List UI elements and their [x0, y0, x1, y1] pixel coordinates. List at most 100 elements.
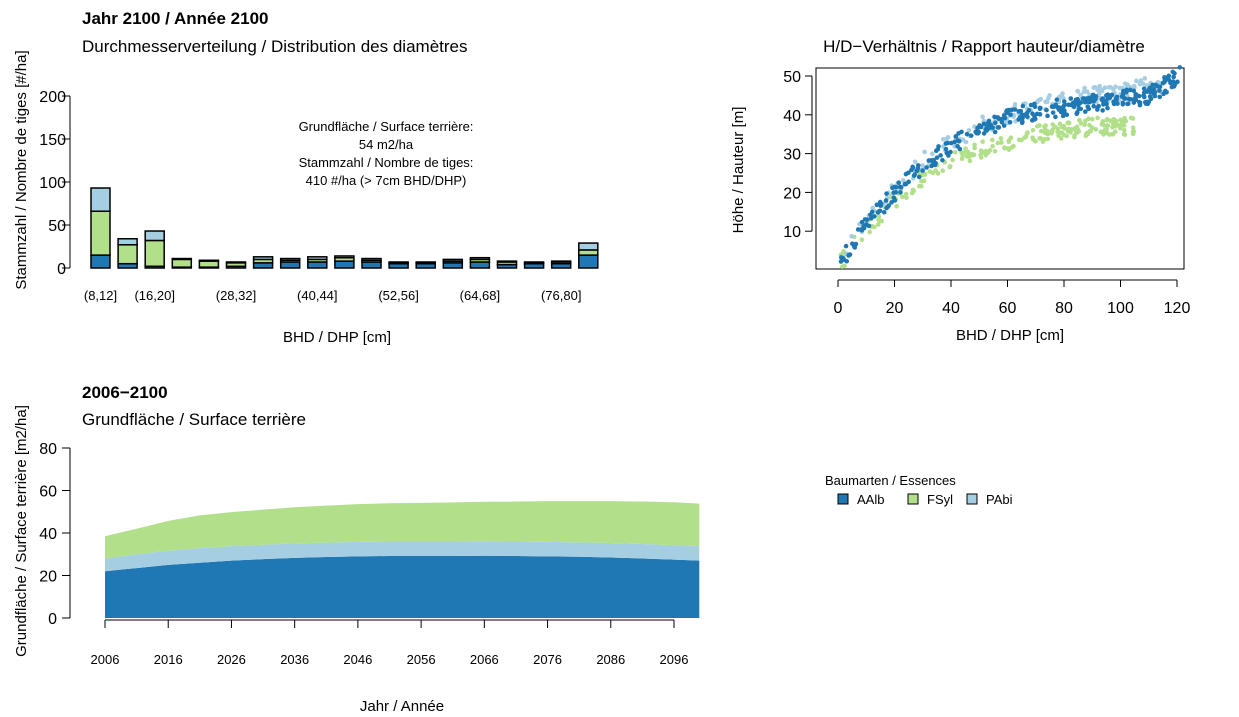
diameter-chart-title: Jahr 2100 / Année 2100 — [82, 9, 269, 28]
point-AAlb — [896, 180, 902, 186]
bar-AAlb-10 — [361, 261, 382, 269]
legend-swatch-FSyl — [907, 493, 919, 505]
hd-x-tick-label: 80 — [1055, 300, 1073, 317]
point-AAlb — [893, 184, 899, 190]
point-FSyl — [978, 155, 984, 160]
point-AAlb — [964, 131, 970, 137]
point-AAlb — [1018, 108, 1024, 114]
point-AAlb — [1150, 82, 1155, 88]
point-FSyl — [1121, 131, 1127, 137]
point-PAbi — [1057, 94, 1063, 99]
point-AAlb — [1056, 107, 1062, 112]
point-AAlb — [1162, 76, 1168, 82]
point-AAlb — [1074, 111, 1080, 117]
bar-PAbi-2 — [144, 230, 165, 242]
point-AAlb — [912, 172, 917, 177]
point-AAlb — [1157, 88, 1162, 93]
hd-y-tick-label: 20 — [783, 185, 801, 202]
point-AAlb — [1168, 80, 1173, 86]
point-AAlb — [859, 219, 865, 225]
point-AAlb — [1025, 114, 1030, 120]
point-AAlb — [906, 170, 911, 176]
diameter-x-tick-label: (52,56] — [378, 288, 418, 303]
point-FSyl — [940, 168, 946, 174]
point-FSyl — [919, 183, 924, 189]
point-AAlb — [1126, 96, 1132, 102]
point-FSyl — [1095, 115, 1100, 121]
diameter-x-tick-label: (40,44] — [297, 288, 337, 303]
point-AAlb — [1045, 113, 1050, 119]
point-AAlb — [1141, 86, 1147, 91]
point-FSyl — [1112, 118, 1117, 124]
point-FSyl — [966, 154, 972, 159]
annotation-line: Grundfläche / Surface terrière: — [299, 119, 474, 134]
point-FSyl — [1019, 137, 1024, 143]
point-AAlb — [943, 146, 949, 152]
point-AAlb — [1051, 104, 1056, 110]
basal-x-tick-label: 2066 — [470, 652, 499, 667]
point-FSyl — [1109, 131, 1115, 137]
point-FSyl — [911, 188, 917, 194]
point-FSyl — [1038, 128, 1044, 134]
hd-axes: 0 20 40 60 80 100 120 10 20 30 40 50 — [783, 69, 1190, 317]
bar-PAbi-14 — [469, 256, 491, 261]
point-PAbi — [1085, 89, 1090, 95]
legend-swatch-PAbi — [966, 493, 978, 505]
point-AAlb — [1020, 115, 1025, 121]
point-AAlb — [1008, 112, 1013, 118]
point-FSyl — [1128, 115, 1134, 121]
point-FSyl — [935, 171, 941, 176]
basal-area-panel: 2006−2100 Grundfläche / Surface terrière… — [13, 383, 700, 715]
diameter-x-tick-label: (8,12] — [84, 288, 117, 303]
point-FSyl — [1002, 145, 1007, 150]
point-AAlb — [1004, 109, 1009, 114]
point-AAlb — [916, 174, 922, 180]
point-AAlb — [838, 259, 844, 264]
point-PAbi — [966, 127, 972, 133]
point-AAlb — [898, 184, 904, 190]
basal-area-layers — [105, 501, 700, 618]
point-AAlb — [1037, 112, 1043, 117]
point-AAlb — [1002, 115, 1008, 121]
point-AAlb — [948, 149, 953, 155]
point-FSyl — [875, 222, 881, 227]
diameter-y-tick-label: 200 — [39, 89, 66, 106]
point-AAlb — [1177, 65, 1183, 70]
point-FSyl — [1050, 127, 1056, 132]
point-PAbi — [1138, 78, 1144, 83]
point-PAbi — [1075, 88, 1080, 94]
point-FSyl — [1104, 117, 1110, 123]
point-AAlb — [889, 200, 894, 205]
point-PAbi — [1081, 89, 1087, 95]
legend-label-PAbi: PAbi — [986, 492, 1013, 507]
hd-y-tick-label: 10 — [783, 224, 801, 241]
bar-PAbi-15 — [496, 260, 518, 263]
point-FSyl — [983, 152, 989, 158]
diameter-x-axis-label: BHD / DHP [cm] — [283, 329, 391, 346]
point-AAlb — [1076, 106, 1082, 112]
point-FSyl — [1045, 136, 1051, 142]
point-FSyl — [1130, 125, 1136, 131]
bar-AAlb-13 — [442, 262, 464, 269]
point-PAbi — [922, 149, 927, 155]
point-AAlb — [1145, 101, 1151, 107]
annotation-line: 54 m2/ha — [359, 137, 414, 152]
hd-y-axis-label: Höhe / Hauteur [m] — [730, 107, 747, 234]
point-PAbi — [980, 114, 985, 120]
point-AAlb — [844, 258, 850, 264]
point-FSyl — [999, 140, 1004, 145]
point-FSyl — [972, 145, 977, 151]
point-AAlb — [1125, 101, 1130, 107]
area-FSyl — [105, 501, 700, 559]
point-FSyl — [904, 195, 909, 200]
point-FSyl — [1074, 124, 1080, 130]
point-AAlb — [893, 190, 899, 195]
point-FSyl — [947, 164, 953, 169]
point-AAlb — [839, 255, 844, 260]
bar-PAbi-4 — [198, 259, 220, 262]
bar-PAbi-16 — [523, 261, 545, 264]
point-FSyl — [921, 178, 927, 183]
point-AAlb — [1044, 107, 1049, 113]
point-AAlb — [1053, 114, 1058, 120]
